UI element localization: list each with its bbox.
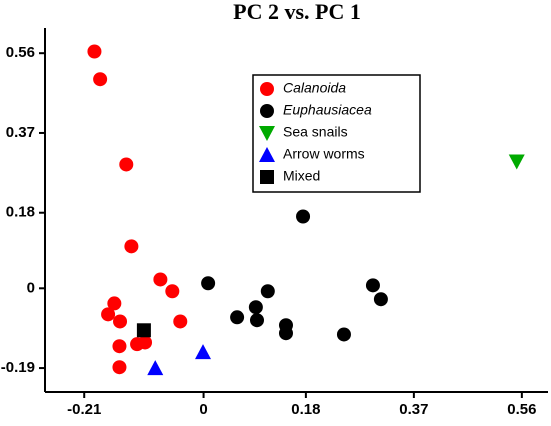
point (101, 307, 116, 322)
point (113, 314, 128, 329)
point (230, 310, 245, 325)
point (119, 157, 134, 172)
point (260, 284, 275, 299)
point (87, 44, 102, 59)
y-tick-label: 0.37 (6, 124, 35, 141)
point (336, 327, 351, 342)
point (136, 323, 151, 338)
x-tick-label: 0.37 (399, 401, 428, 418)
point (107, 296, 122, 311)
point (373, 292, 388, 307)
point (508, 154, 525, 170)
legend-box (252, 74, 421, 193)
point (93, 72, 108, 87)
point (195, 344, 212, 360)
legend-label: Mixed (283, 168, 320, 184)
point (153, 272, 168, 287)
point (249, 313, 264, 328)
y-tick-label: 0.18 (6, 204, 35, 221)
x-tick-label: 0.18 (291, 401, 320, 418)
legend-marker (260, 104, 274, 118)
y-tick-label: 0 (27, 279, 35, 296)
point (165, 284, 180, 299)
point (147, 360, 164, 376)
legend-marker (259, 147, 275, 162)
point (296, 209, 311, 224)
legend-label: Arrow worms (283, 146, 365, 162)
point (365, 278, 380, 293)
point (124, 239, 139, 254)
point (278, 326, 293, 341)
point (138, 335, 153, 350)
point (248, 300, 263, 315)
legend-marker (260, 170, 274, 184)
x-tick-label: -0.21 (67, 401, 101, 418)
point (201, 276, 216, 291)
y-tick-label: 0.56 (6, 44, 35, 61)
x-tick-label: 0.56 (507, 401, 536, 418)
legend-label: Euphausiacea (283, 102, 372, 118)
legend-marker (260, 82, 274, 96)
legend-label: Sea snails (283, 124, 348, 140)
y-tick-label: -0.19 (1, 359, 35, 376)
point (112, 339, 127, 354)
x-tick-label: 0 (199, 401, 207, 418)
point (173, 314, 188, 329)
point (112, 360, 127, 375)
legend-label: Calanoida (283, 80, 346, 96)
chart-title: PC 2 vs. PC 1 (233, 0, 361, 24)
legend-marker (259, 126, 275, 141)
